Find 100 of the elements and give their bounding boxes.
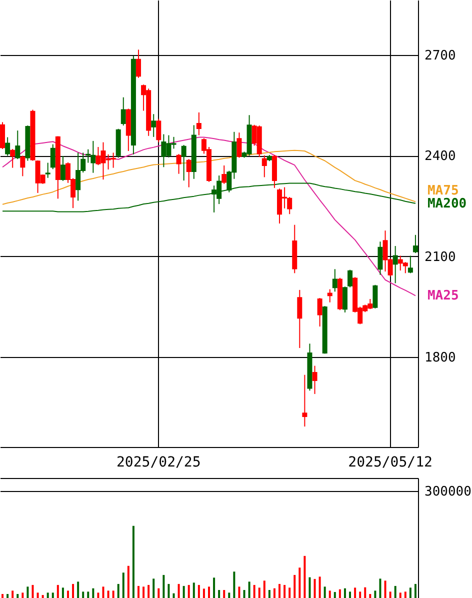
- bar: [92, 588, 94, 598]
- candlestick: [317, 298, 322, 328]
- bar: [87, 592, 90, 598]
- bar: [137, 586, 140, 598]
- bar: [178, 584, 180, 598]
- bar: [228, 592, 230, 598]
- bar: [243, 590, 246, 598]
- candlestick: [222, 164, 227, 184]
- bar: [32, 584, 34, 598]
- x-tick-label: 2025/02/25: [116, 454, 201, 470]
- bar: [364, 587, 366, 598]
- y-tick-label: 300000: [424, 484, 472, 500]
- bar: [198, 584, 200, 598]
- series-label: MA200: [427, 196, 467, 212]
- bar: [354, 588, 356, 598]
- bar: [334, 592, 336, 598]
- candlestick: [15, 130, 20, 160]
- x-tick-label: 2025/05/12: [348, 454, 432, 470]
- bar: [248, 582, 250, 598]
- bar: [142, 586, 145, 598]
- candlestick: [196, 112, 202, 136]
- candlestick: [45, 162, 50, 178]
- candlestick: [20, 155, 26, 177]
- bar: [22, 592, 24, 598]
- bar: [233, 572, 236, 598]
- bar: [208, 586, 210, 598]
- candlestick: [0, 122, 6, 150]
- candlestick: [348, 269, 353, 288]
- bar: [273, 588, 276, 598]
- bar: [258, 588, 260, 598]
- bar: [324, 586, 326, 598]
- bar: [162, 574, 165, 598]
- candlestick: [327, 288, 332, 303]
- bar: [36, 592, 39, 598]
- bar: [394, 586, 396, 598]
- bar: [132, 526, 134, 598]
- candlestick: [60, 156, 66, 182]
- bar: [62, 588, 64, 598]
- bar: [182, 586, 185, 598]
- bar: [6, 594, 9, 598]
- bar: [168, 584, 170, 598]
- bar: [188, 584, 190, 598]
- bar: [112, 590, 114, 598]
- candlestick: [262, 154, 267, 178]
- bar: [268, 590, 270, 598]
- bar: [158, 588, 160, 598]
- bar: [369, 594, 372, 598]
- bar: [344, 588, 346, 598]
- bar: [12, 590, 14, 598]
- candlestick: [10, 148, 16, 168]
- y-tick-label: 2100: [424, 250, 456, 265]
- y-tick-label: 2700: [424, 48, 456, 64]
- bar: [379, 578, 382, 598]
- candlestick: [297, 289, 302, 348]
- bar: [66, 590, 69, 598]
- candlestick: [342, 286, 348, 313]
- candlestick: [5, 136, 10, 156]
- bar: [263, 580, 266, 598]
- candlestick: [332, 268, 338, 292]
- bar: [107, 590, 110, 598]
- bar: [16, 594, 19, 598]
- bar: [384, 580, 386, 598]
- bar: [374, 590, 376, 598]
- bar: [414, 584, 416, 598]
- candlestick: [312, 365, 318, 394]
- candlestick: [136, 49, 141, 78]
- bar: [349, 592, 352, 598]
- candlestick: [156, 118, 162, 143]
- bar: [97, 592, 100, 598]
- candlestick: [176, 154, 182, 174]
- candlestick: [181, 144, 186, 182]
- bar: [46, 592, 49, 598]
- bar: [294, 574, 296, 598]
- bar: [122, 572, 124, 598]
- candlestick: [50, 144, 56, 170]
- bar: [2, 594, 4, 598]
- bar: [82, 592, 84, 598]
- series-label: MA25: [427, 288, 459, 304]
- candlestick: [236, 132, 242, 158]
- bar: [202, 588, 205, 598]
- candlestick: [186, 158, 192, 188]
- bar: [223, 590, 226, 598]
- bar: [52, 592, 54, 598]
- bar: [213, 578, 216, 598]
- candlestick: [151, 114, 156, 138]
- bar: [359, 592, 362, 598]
- candlestick: [120, 96, 126, 126]
- series-label: MA75: [427, 183, 459, 198]
- y-tick-label: 2400: [424, 149, 456, 164]
- bar: [298, 568, 301, 598]
- bar: [399, 592, 402, 598]
- bar: [148, 584, 150, 598]
- bar: [409, 588, 412, 598]
- bar: [56, 584, 59, 598]
- bar: [192, 582, 195, 598]
- bar: [304, 556, 306, 598]
- candlestick: [408, 255, 413, 274]
- bar: [102, 586, 104, 598]
- bar: [253, 584, 256, 598]
- y-tick-label: 1800: [424, 350, 456, 366]
